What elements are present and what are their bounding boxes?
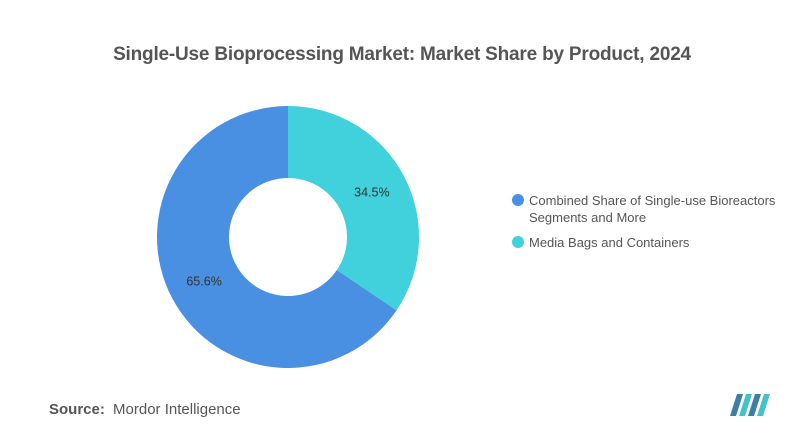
slice-labels: 34.5% 65.6%	[186, 185, 389, 288]
slice-label-bioreactors: 65.6%	[186, 275, 221, 289]
source-note: Source: Mordor Intelligence	[49, 401, 241, 418]
legend-item-bioreactors: Combined Share of Single-use Bioreactors…	[512, 192, 782, 226]
source-label: Source:	[49, 401, 105, 418]
source-value: Mordor Intelligence	[113, 401, 241, 418]
legend-swatch-bioreactors	[512, 194, 524, 206]
legend-label-bioreactors: Combined Share of Single-use Bioreactors…	[529, 193, 776, 225]
slice-label-media-bags: 34.5%	[354, 185, 389, 199]
legend-item-media-bags: Media Bags and Containers	[512, 234, 782, 251]
slice-media-bags	[288, 106, 420, 311]
legend: Combined Share of Single-use Bioreactors…	[512, 192, 782, 259]
slices	[157, 106, 420, 368]
legend-swatch-media-bags	[512, 236, 524, 248]
chart-title: Single-Use Bioprocessing Market: Market …	[113, 44, 691, 65]
slice-bioreactors	[157, 106, 397, 368]
legend-label-media-bags: Media Bags and Containers	[529, 235, 690, 250]
mordor-intelligence-logo-icon	[730, 394, 770, 416]
